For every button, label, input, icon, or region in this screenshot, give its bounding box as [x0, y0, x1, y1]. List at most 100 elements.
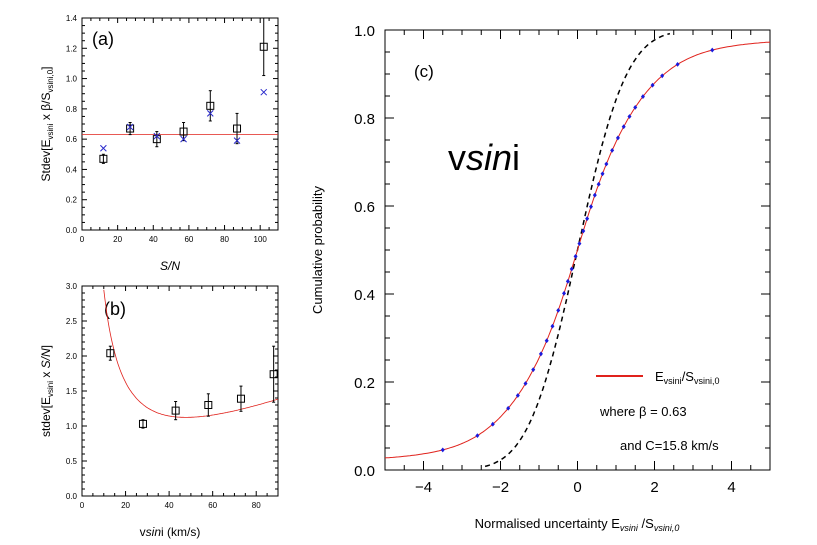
panel-c-legend: Evsini/Svsini,0 where β = 0.63 and C=15.… [596, 369, 720, 453]
y-tick-label: 0.0 [66, 492, 78, 501]
y-tick-label: 0.6 [66, 135, 78, 144]
y-tick-label: 0.4 [66, 165, 78, 174]
square-marker [179, 127, 188, 136]
y-tick-label: 0.4 [354, 287, 375, 304]
panel-b-xlabel: vsini (km/s) [140, 525, 201, 539]
cross-marker [233, 137, 241, 145]
data-point [506, 405, 511, 411]
data-point [600, 171, 605, 177]
x-tick-label: 20 [113, 235, 122, 244]
y-tick-label: 0.5 [66, 457, 78, 466]
panel-a-label: (a) [92, 29, 114, 49]
data-point [490, 421, 495, 427]
legend-beta-text: where β = 0.63 [599, 404, 687, 419]
y-tick-label: 1.0 [66, 422, 78, 431]
square-marker [126, 124, 135, 133]
cross-marker [126, 123, 134, 131]
panel-a-ylabel: Stdev[Evsini x β/Svsini,0] [39, 67, 55, 182]
legend-model-label: Evsini/Svsini,0 [655, 369, 720, 386]
data-point [710, 47, 715, 53]
cross-marker [260, 88, 268, 96]
square-marker [204, 401, 213, 409]
x-tick-label: −2 [492, 479, 509, 496]
data-point [588, 204, 593, 210]
data-point [660, 73, 665, 79]
panel-b-ylabel: stdev[Evsini x S/N] [39, 345, 55, 437]
data-point [538, 351, 543, 357]
y-tick-label: 1.0 [354, 23, 375, 40]
data-point [627, 114, 632, 119]
y-tick-label: 0.6 [354, 199, 375, 216]
data-point [640, 94, 645, 99]
data-point [604, 161, 609, 167]
y-tick-label: 0.0 [66, 226, 78, 235]
panel-c-ylabel: Cumulative probability [310, 186, 325, 314]
panel-a-frame [81, 17, 279, 231]
panel-b-model-curve [103, 289, 279, 418]
data-point [531, 367, 536, 373]
panel-a: 0 20 40 60 80 100 0.0 0.2 0.4 0.6 0.8 1.0 1.2 1.4 (a)… [39, 14, 279, 273]
data-point [615, 135, 620, 141]
x-tick-label: 0 [80, 235, 85, 244]
panel-a-xlabel: S/N [160, 259, 180, 273]
data-point [581, 228, 586, 234]
cross-marker [100, 144, 107, 152]
x-tick-label: 0 [80, 501, 85, 510]
y-tick-label: 1.5 [66, 387, 78, 396]
data-point [523, 381, 528, 386]
x-tick-label: −4 [415, 479, 432, 496]
data-point [610, 147, 615, 153]
y-tick-label: 1.0 [66, 75, 78, 84]
x-tick-label: 4 [727, 479, 735, 496]
data-point [675, 62, 680, 67]
square-marker [236, 394, 245, 403]
data-point [585, 216, 590, 222]
y-tick-label: 0.8 [66, 105, 78, 114]
data-point [573, 253, 578, 259]
data-point [562, 290, 567, 296]
x-tick-label: 2 [650, 479, 658, 496]
y-tick-label: 0.0 [354, 463, 375, 480]
panel-c-model-curve [384, 41, 771, 459]
x-tick-label: 80 [220, 235, 229, 244]
square-marker [171, 406, 180, 415]
y-tick-label: 0.8 [354, 111, 375, 128]
x-tick-label: 60 [184, 235, 193, 244]
data-point [596, 181, 601, 187]
square-marker [269, 370, 278, 379]
x-tick-label: 80 [252, 501, 261, 510]
panel-c-title: vsini [448, 137, 520, 178]
data-point [577, 241, 582, 247]
y-tick-label: 2.5 [66, 317, 78, 326]
panel-c-xlabel: Normalised uncertainty Evsini /Svsini,0 [475, 516, 680, 533]
y-tick-label: 1.2 [66, 44, 78, 53]
x-tick-label: 40 [149, 235, 158, 244]
data-point [475, 433, 480, 438]
y-tick-label: 0.2 [66, 196, 78, 205]
square-marker [138, 419, 147, 428]
square-marker [259, 42, 268, 51]
data-point [556, 307, 561, 313]
x-tick-label: 100 [254, 235, 268, 244]
cross-marker [153, 132, 161, 140]
cross-marker [206, 110, 214, 117]
y-tick-label: 2.0 [66, 352, 78, 361]
panel-c-label: (c) [414, 62, 434, 81]
y-tick-label: 1.4 [66, 14, 78, 23]
data-point [621, 124, 626, 130]
y-tick-label: 3.0 [66, 282, 78, 291]
y-tick-label: 0.2 [354, 375, 375, 392]
data-point [565, 278, 570, 284]
x-tick-label: 0 [573, 479, 581, 496]
legend-c-text: and C=15.8 km/s [620, 438, 719, 453]
data-point [569, 266, 574, 272]
data-point [440, 447, 445, 453]
panel-b-label: (b) [104, 299, 126, 319]
x-tick-label: 20 [121, 501, 130, 510]
data-point [592, 192, 597, 198]
panel-b: 0 20 40 60 80 0.0 0.5 1.0 1.5 2.0 2.5 3.0 (b) vsini… [39, 282, 279, 539]
x-tick-label: 40 [165, 501, 174, 510]
data-point [550, 323, 555, 329]
panel-c: −4 −2 0 2 4 0.0 0.2 0.4 0.6 0.8 1.0 (c) vsini Evsi… [310, 23, 771, 533]
